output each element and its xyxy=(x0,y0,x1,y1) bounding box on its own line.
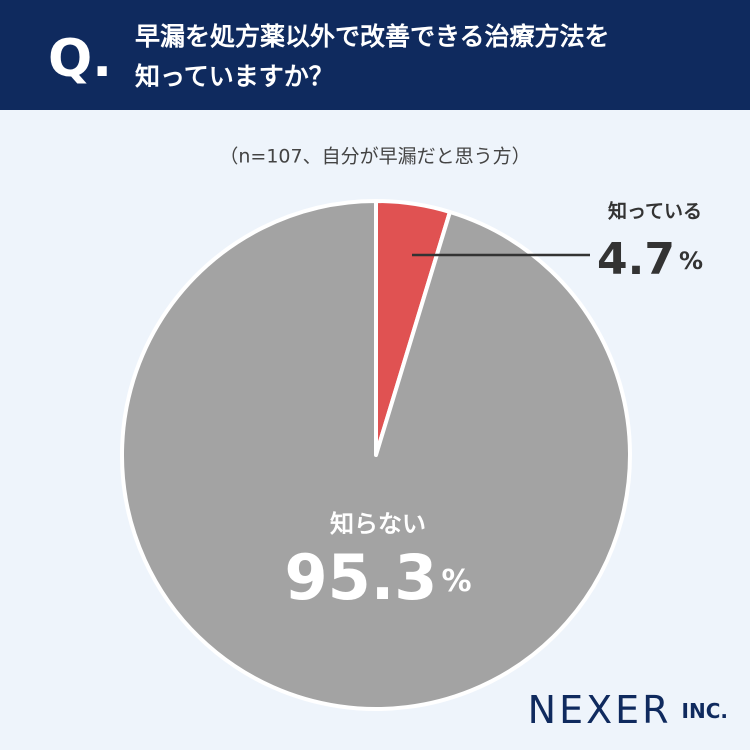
logo-name: NEXER xyxy=(528,688,672,732)
slice-value: 95.3% xyxy=(284,541,471,614)
value-number: 4.7 xyxy=(597,234,675,285)
value-unit: % xyxy=(441,564,471,599)
slice-name: 知っている xyxy=(608,200,702,223)
question-line: 早漏を処方薬以外で改善できる治療方法を xyxy=(135,22,610,51)
subtitle: （n=107、自分が早漏だと思う方） xyxy=(219,146,530,168)
pie-slice xyxy=(120,199,632,711)
slice-value: 4.7% xyxy=(597,234,703,285)
slice-name: 知らない xyxy=(330,510,426,538)
labels: 知っている 4.7 % 知らない 95.3% xyxy=(284,200,703,615)
question-mark: Q. xyxy=(48,29,112,89)
question-line: 知っていますか？ xyxy=(135,62,334,91)
header-band xyxy=(0,0,750,110)
value-unit: % xyxy=(679,247,703,275)
logo-suffix: INC. xyxy=(682,699,728,723)
value-number: 95.3 xyxy=(284,541,437,614)
pie xyxy=(120,199,632,711)
logo: NEXER INC. xyxy=(528,688,728,732)
